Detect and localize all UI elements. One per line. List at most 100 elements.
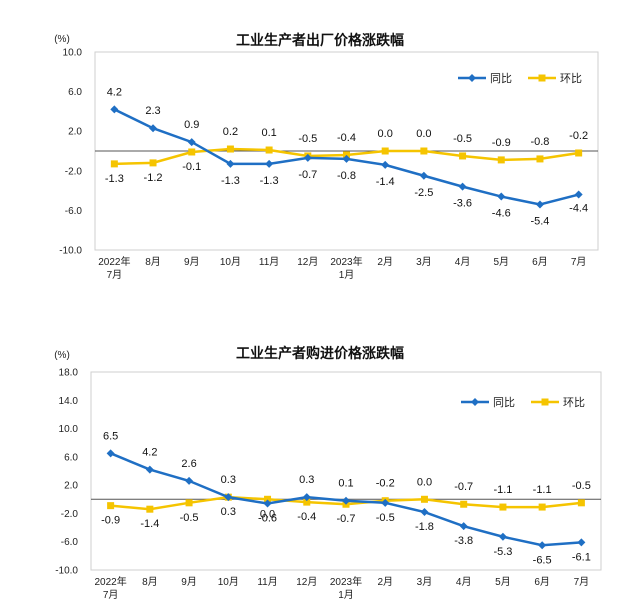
x-tick-label: 10月	[218, 576, 239, 588]
yoy-point	[535, 200, 544, 209]
mom-data-label: 0.0	[260, 508, 275, 520]
x-tick-label: 4月	[455, 256, 471, 268]
mom-point	[185, 499, 193, 507]
mom-point	[499, 503, 507, 511]
yoy-point	[538, 541, 547, 550]
x-tick-label: 9月	[184, 256, 200, 268]
y-tick-label: 10.0	[63, 48, 83, 59]
yoy-data-label: -1.4	[376, 176, 395, 188]
x-tick-label: 2022年 7月	[98, 255, 130, 281]
y-tick-label: -2.0	[65, 166, 83, 177]
legend-marker	[538, 74, 546, 82]
yoy-point	[149, 124, 158, 133]
yoy-data-label: -0.6	[258, 513, 277, 525]
legend-label: 环比	[563, 396, 585, 409]
mom-point	[149, 159, 157, 167]
x-tick-label: 2022年 7月	[94, 575, 126, 601]
yoy-point	[577, 538, 586, 547]
mom-data-label: -0.5	[572, 480, 591, 492]
y-tick-label: 6.0	[64, 452, 78, 463]
mom-data-label: -0.5	[453, 133, 472, 145]
x-tick-label: 10月	[220, 256, 241, 268]
yoy-data-label: -1.8	[415, 521, 434, 533]
y-tick-label: -6.0	[65, 206, 83, 217]
mom-data-label: -0.9	[492, 137, 511, 149]
mom-data-label: -1.3	[105, 173, 124, 185]
yoy-point	[574, 190, 583, 199]
mom-data-label: -1.1	[493, 484, 512, 496]
yoy-point	[420, 508, 429, 517]
mom-data-label: -0.5	[298, 133, 317, 145]
mom-point	[226, 145, 234, 153]
yoy-data-label: -1.3	[221, 175, 240, 187]
yoy-data-label: 4.2	[107, 86, 122, 98]
legend-marker	[541, 398, 549, 406]
y-tick-label: 6.0	[68, 87, 82, 98]
yoy-data-label: -0.8	[337, 170, 356, 182]
yoy-data-label: -4.6	[492, 208, 511, 220]
yoy-point	[145, 465, 154, 474]
mom-point	[264, 495, 272, 503]
x-tick-label: 2月	[377, 256, 393, 268]
yoy-data-label: -0.5	[376, 512, 395, 524]
legend-label: 同比	[493, 396, 515, 409]
legend-marker	[471, 398, 479, 406]
mom-data-label: -0.2	[376, 478, 395, 490]
yoy-data-label: 2.6	[181, 458, 196, 470]
y-tick-label: 2.0	[68, 127, 82, 138]
x-tick-label: 2月	[377, 576, 393, 588]
mom-data-label: 0.1	[261, 127, 276, 139]
mom-data-label: -0.5	[180, 512, 199, 524]
ppi-purchase-price-chart: 工业生产者购进价格涨跌幅 (%) 18.0 14.0 10.0 6.0 2.0 -2.0 -6.…	[54, 345, 602, 601]
mom-data-label: 0.3	[221, 474, 236, 486]
yoy-data-label: -1.3	[260, 175, 279, 187]
mom-data-label: 0.0	[378, 128, 393, 140]
x-tick-label: 11月	[257, 576, 277, 588]
yoy-point	[302, 493, 311, 502]
mom-data-label: -0.9	[101, 515, 120, 527]
mom-data-label: -0.4	[337, 132, 356, 144]
yoy-data-label: -2.5	[414, 187, 433, 199]
yoy-point	[458, 182, 467, 191]
x-tick-label: 3月	[416, 256, 432, 268]
yoy-data-label: -6.1	[572, 551, 591, 563]
mom-point	[107, 502, 115, 510]
x-tick-label: 5月	[493, 256, 509, 268]
mom-data-label: -1.1	[533, 484, 552, 496]
y-tick-label: 14.0	[59, 396, 79, 407]
x-tick-label: 7月	[571, 256, 587, 268]
yoy-point	[342, 154, 351, 163]
yoy-point	[419, 171, 428, 180]
x-tick-label: 8月	[142, 576, 158, 588]
x-tick-label: 6月	[534, 576, 550, 588]
yoy-point	[226, 159, 235, 168]
yoy-data-label: 0.3	[221, 506, 236, 518]
yoy-point	[342, 496, 350, 505]
y-unit-label: (%)	[54, 350, 70, 361]
mom-point	[460, 500, 468, 508]
y-tick-label: -6.0	[61, 537, 79, 548]
mom-data-label: 0.2	[223, 126, 238, 138]
yoy-data-label: -5.4	[530, 215, 549, 227]
mom-data-label: -0.2	[569, 130, 588, 142]
yoy-point	[106, 449, 115, 458]
x-tick-label: 6月	[532, 256, 548, 268]
mom-point	[577, 499, 585, 507]
mom-data-label: -0.1	[182, 161, 201, 173]
mom-data-label: -0.7	[337, 513, 356, 525]
mom-data-label: -0.7	[454, 481, 473, 493]
mom-data-label: -0.4	[297, 511, 316, 523]
yoy-point	[459, 522, 468, 531]
mom-point	[381, 147, 389, 155]
yoy-data-label: -4.4	[569, 203, 588, 215]
y-tick-label: -10.0	[59, 246, 82, 257]
x-tick-label: 2023年 1月	[330, 575, 362, 601]
y-tick-label: 10.0	[59, 424, 79, 435]
mom-point	[188, 148, 196, 156]
x-tick-label: 12月	[296, 576, 317, 588]
x-tick-label: 5月	[495, 576, 511, 588]
x-tick-label: 8月	[145, 256, 161, 268]
yoy-point	[263, 499, 272, 508]
yoy-data-label: 6.5	[103, 430, 118, 442]
